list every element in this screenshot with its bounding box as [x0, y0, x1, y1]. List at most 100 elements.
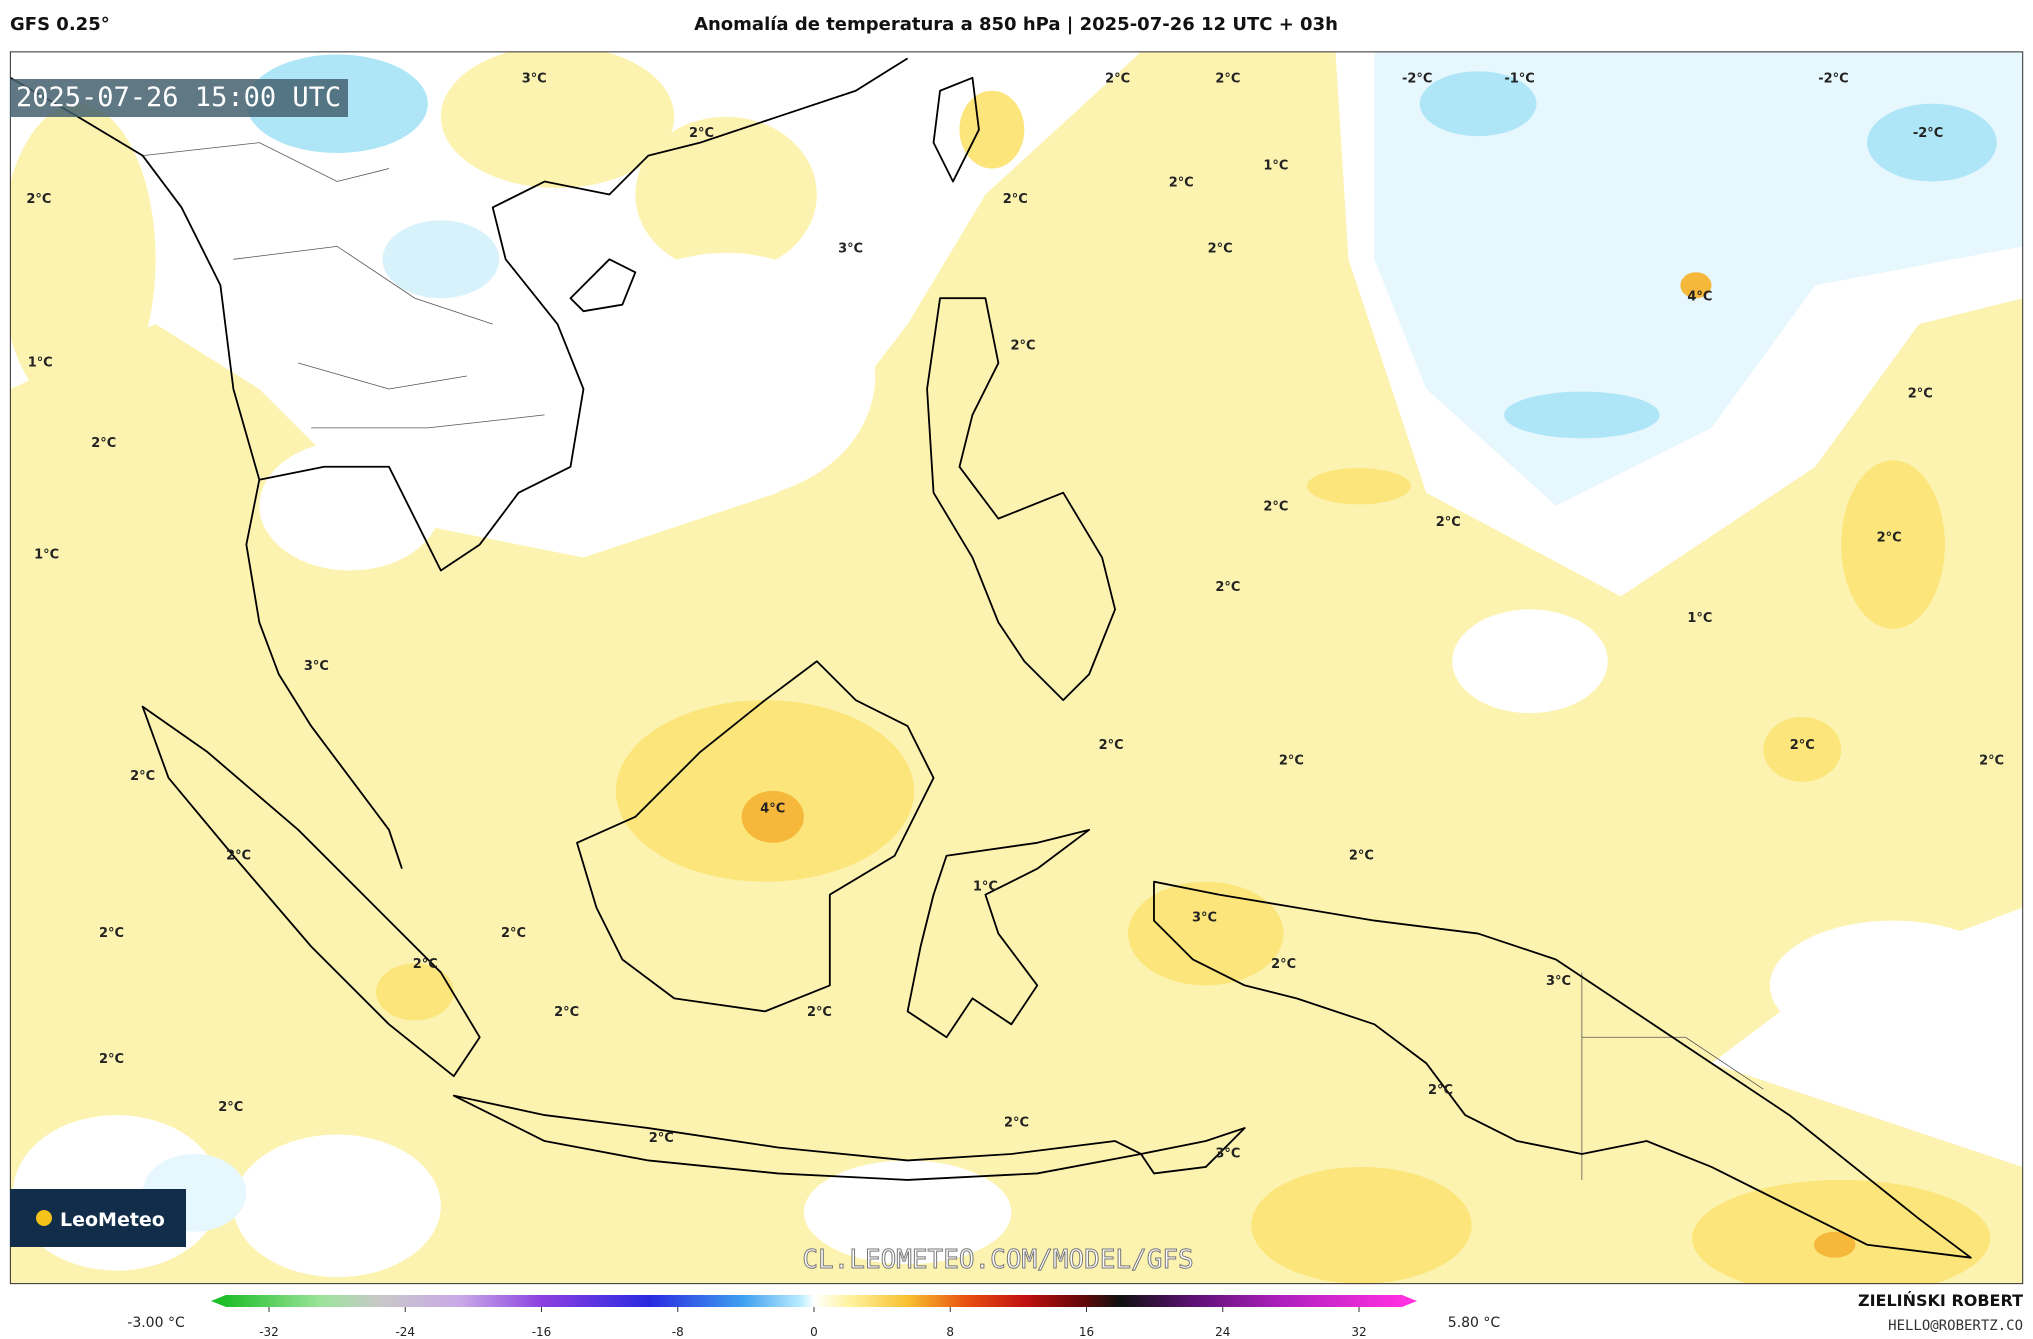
- neutral-area: [1769, 920, 2017, 1051]
- contour-label: 4°C: [760, 802, 785, 817]
- contour-label: 2°C: [1979, 754, 2004, 769]
- contour-label: -2°C: [1818, 72, 1848, 87]
- contour-label: 3°C: [838, 241, 863, 256]
- contour-label: 2°C: [1105, 72, 1130, 87]
- contour-label: 2°C: [689, 126, 714, 141]
- contour-label: 2°C: [1908, 387, 1933, 402]
- contour-label: 2°C: [649, 1131, 674, 1146]
- contour-label: 2°C: [26, 192, 51, 207]
- warm-area: [1306, 468, 1411, 505]
- anomaly-area: [10, 51, 2023, 1284]
- coastline: [10, 57, 909, 870]
- neutral-area: [576, 252, 876, 500]
- contour-label: 2°C: [1436, 515, 1461, 530]
- contour-label: 3°C: [1192, 910, 1217, 925]
- colorbar-tick-label: -24: [395, 1325, 415, 1339]
- colorbar-tick-label: 0: [810, 1325, 818, 1339]
- contour-label: 2°C: [554, 1005, 579, 1020]
- contour-label: 2°C: [1349, 848, 1374, 863]
- contour-label: 2°C: [1004, 1115, 1029, 1130]
- contour-label: 2°C: [1271, 957, 1296, 972]
- contour-label: 1°C: [973, 879, 998, 894]
- valid-time: 2025-07-26 15:00 UTC: [16, 82, 341, 113]
- colorbar-tick-label: -16: [532, 1325, 552, 1339]
- coastline: [906, 828, 1091, 1039]
- contour-label: 2°C: [99, 926, 124, 941]
- contour-label: 3°C: [1215, 1146, 1240, 1161]
- colorbar-tick-label: 24: [1215, 1325, 1230, 1339]
- contour-label: 2°C: [226, 848, 251, 863]
- contour-label: 2°C: [130, 769, 155, 784]
- colorbar-tick-label: 32: [1351, 1325, 1366, 1339]
- model-label: GFS 0.25°: [10, 14, 110, 35]
- coastline: [452, 1094, 1142, 1181]
- contour-label: 2°C: [1003, 192, 1028, 207]
- map-frame: [9, 51, 2024, 1285]
- neutral-area: [259, 440, 441, 571]
- warm-area: [376, 963, 454, 1021]
- contour-label: 3°C: [1546, 974, 1571, 989]
- map: 3°C 2°C 2°C 2°C -2°C -1°C -2°C -2°C 1°C 2°C 2°C 2°C…: [9, 51, 2024, 1285]
- cold-area: [1867, 103, 1997, 182]
- colorbar-arrow: [1402, 1295, 1417, 1307]
- colorbar-tick-label: -8: [672, 1325, 684, 1339]
- cold-area: [382, 220, 500, 299]
- contour-label: 2°C: [1279, 754, 1304, 769]
- neutral-area: [803, 1160, 1012, 1265]
- anomaly-area: [635, 116, 817, 273]
- colorbar-tick-label: 16: [1079, 1325, 1094, 1339]
- contour-labels: 3°C 2°C 2°C 2°C -2°C -1°C -2°C -2°C 1°C 2°C 2°C 2°C…: [26, 72, 2004, 1162]
- coastline: [926, 297, 1116, 702]
- contour-label: 2°C: [807, 1005, 832, 1020]
- hot-area: [741, 790, 804, 843]
- contour-label: 3°C: [522, 72, 547, 87]
- contour-label: 1°C: [1263, 158, 1288, 173]
- contour-label: 2°C: [91, 436, 116, 451]
- contour-label: 3°C: [304, 659, 329, 674]
- logo-text: LeoMeteo: [60, 1209, 165, 1231]
- contour-label: 2°C: [1011, 339, 1036, 354]
- contour-label: 2°C: [218, 1100, 243, 1115]
- warm-area: [1841, 460, 1945, 629]
- hot-area: [1813, 1231, 1856, 1258]
- contour-label: 2°C: [1169, 175, 1194, 190]
- cold-area: [1419, 71, 1537, 137]
- borders: [142, 142, 1764, 1180]
- contour-label: 2°C: [1790, 738, 1815, 753]
- contour-label: 2°C: [1263, 499, 1288, 514]
- map-title: Anomalía de temperatura a 850 hPa | 2025…: [694, 14, 1338, 35]
- contour-label: 1°C: [1687, 611, 1712, 626]
- neutral-area: [1452, 609, 1608, 714]
- email: HELLO@ROBERTZ.CO: [1888, 1318, 2023, 1334]
- time-box: [10, 79, 348, 117]
- contour-label: 2°C: [1215, 72, 1240, 87]
- contour-label: 2°C: [1099, 738, 1124, 753]
- contour-label: 1°C: [34, 547, 59, 562]
- author: ZIELIŃSKI ROBERT: [1858, 1291, 2023, 1310]
- coastline: [1153, 880, 1972, 1259]
- contour-label: 2°C: [1208, 241, 1233, 256]
- anomaly-area: [440, 51, 675, 188]
- contour-label: 2°C: [501, 926, 526, 941]
- contour-label: 2°C: [1215, 580, 1240, 595]
- colorbar-max: 5.80 °C: [1448, 1315, 1501, 1331]
- warm-area: [959, 90, 1025, 169]
- warm-area: [615, 700, 915, 882]
- colorbar-tick-label: -32: [259, 1325, 279, 1339]
- colorbar: [226, 1295, 1402, 1307]
- logo-sun: [36, 1210, 52, 1226]
- warm-area: [1763, 717, 1842, 782]
- cold-area: [1504, 391, 1660, 439]
- coastline: [569, 76, 980, 313]
- warm-area: [1251, 1166, 1472, 1284]
- contour-label: 2°C: [1877, 531, 1902, 546]
- coastline: [141, 705, 481, 1078]
- contour-label: -2°C: [1913, 126, 1943, 141]
- contour-label: 1°C: [28, 356, 53, 371]
- watermark: CL.LEOMETEO.COM/MODEL/GFS: [802, 1245, 1193, 1275]
- colorbar-tick-label: 8: [946, 1325, 954, 1339]
- neutral-area: [233, 1134, 441, 1278]
- coastline: [1140, 1127, 1246, 1175]
